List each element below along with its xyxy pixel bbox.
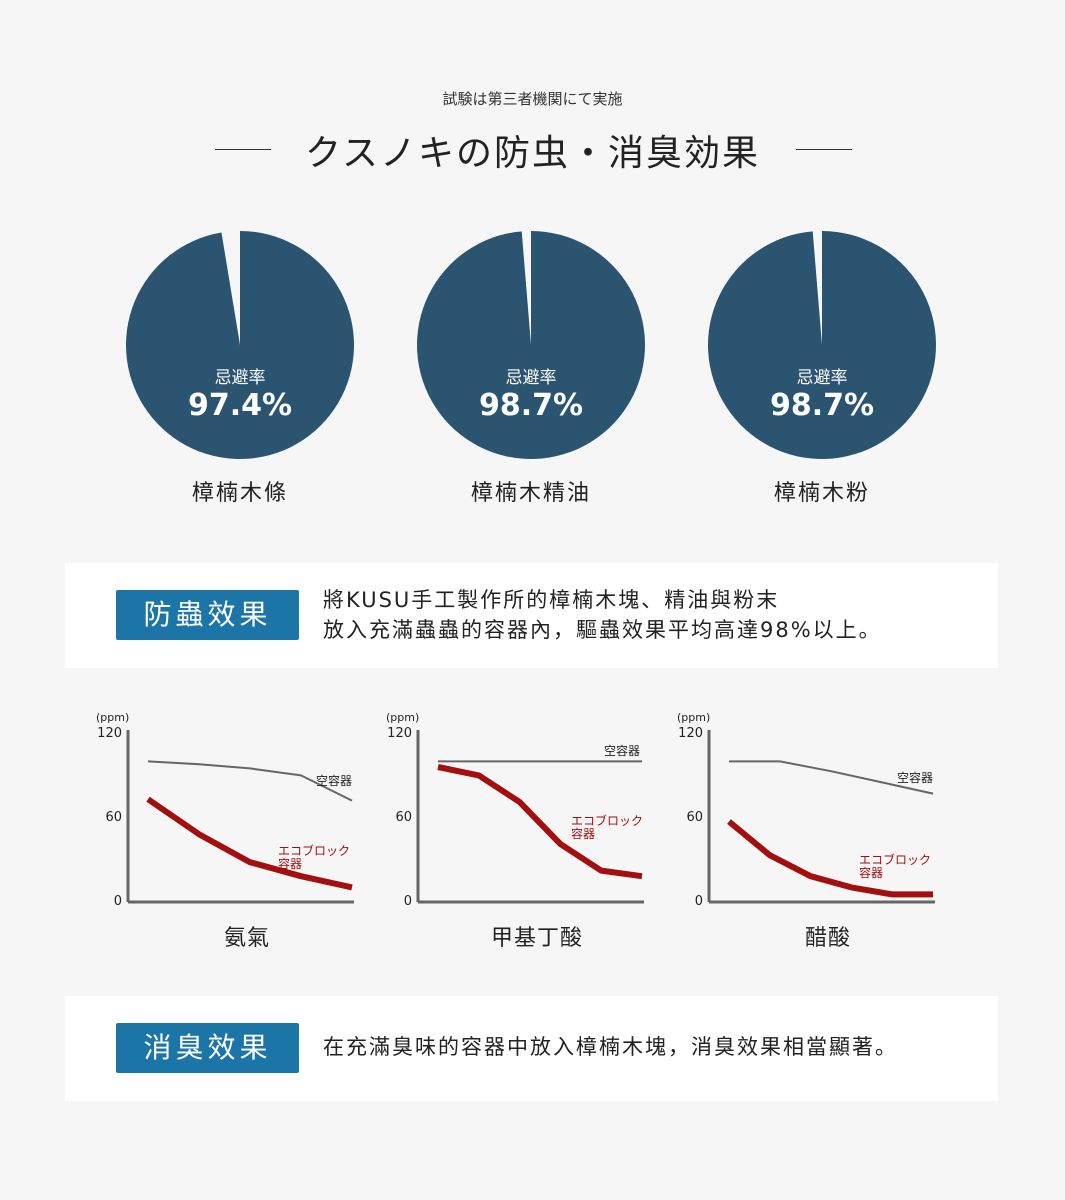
y-tick-label: 60 [395,810,412,825]
y-tick-label: 0 [404,894,412,909]
y-axis-label: (ppm) [386,711,419,724]
legend-label-eco-line2: 容器 [278,856,302,871]
series-line-eco [146,796,353,891]
chart-title: 醋酸 [804,926,851,951]
y-tick-label: 120 [678,726,703,741]
legend-label-eco: エコブロック容器 [571,813,643,841]
chart-title: 氨氣 [223,926,270,951]
title-rule-right [796,149,852,150]
y-axis-label: (ppm) [677,711,710,724]
series-line-eco [437,764,643,880]
title-rule-left [215,149,271,150]
pie-name: 樟楠木條 [191,481,288,506]
insect-description: 將KUSU手工製作所的樟楠木塊、精油與粉末 放入充滿蟲蟲的容器內，驅蟲效果平均高… [323,585,983,645]
legend-label-eco-line1: エコブロック [571,813,643,828]
legend-label-eco-line2: 容器 [859,865,883,880]
legend-label-empty: 空容器 [604,743,640,758]
chart-title: 甲基丁酸 [490,926,583,951]
pie-name: 樟楠木粉 [773,481,870,506]
insect-panel: 防蟲效果 將KUSU手工製作所的樟楠木塊、精油與粉末 放入充滿蟲蟲的容器內，驅蟲… [65,563,998,668]
odor-description: 在充滿臭味的容器中放入樟楠木塊，消臭效果相當顯著。 [323,1035,898,1059]
series-line-empty [729,760,934,795]
insect-description-line1: 將KUSU手工製作所的樟楠木塊、精油與粉末 [323,588,780,612]
legend-label-empty: 空容器 [897,770,933,785]
odor-badge: 消臭效果 [116,1023,299,1073]
y-tick-label: 60 [105,810,122,825]
y-tick-label: 120 [387,726,412,741]
subtitle: 試験は第三者機関にて実施 [442,90,623,108]
pie-label: 忌避率 [505,368,557,388]
insect-description-line2: 放入充滿蟲蟲的容器內，驅蟲效果平均高達98%以上。 [323,618,882,642]
y-tick-label: 60 [686,810,703,825]
legend-label-empty: 空容器 [316,773,352,788]
pie-value: 98.7% [769,388,875,423]
odor-panel: 消臭效果 在充滿臭味的容器中放入樟楠木塊，消臭效果相當顯著。 [65,996,998,1101]
pie-slice-value [708,231,936,459]
pie-value: 98.7% [478,388,584,423]
legend-label-eco-line2: 容器 [571,826,595,841]
pie-chart [708,231,936,459]
pie-slice-value [126,231,354,459]
legend-label-eco: エコブロック容器 [278,843,350,871]
page-title: クスノキの防虫・消臭効果 [305,133,760,174]
insect-badge: 防蟲效果 [116,590,299,640]
pie-label: 忌避率 [796,368,848,388]
pie-slice-value [417,231,645,459]
y-tick-label: 0 [695,894,703,909]
pie-label: 忌避率 [214,368,266,388]
y-tick-label: 0 [114,894,122,909]
pie-chart [126,231,354,459]
pie-chart [417,231,645,459]
pie-value: 97.4% [187,388,293,423]
pie-name: 樟楠木精油 [470,481,591,506]
series-line-empty [147,760,353,802]
legend-label-eco-line1: エコブロック [278,843,350,858]
y-axis-label: (ppm) [96,711,129,724]
legend-label-eco: エコブロック容器 [859,852,931,880]
y-tick-label: 120 [97,726,122,741]
series-line-eco [727,819,933,898]
legend-label-eco-line1: エコブロック [859,852,931,867]
